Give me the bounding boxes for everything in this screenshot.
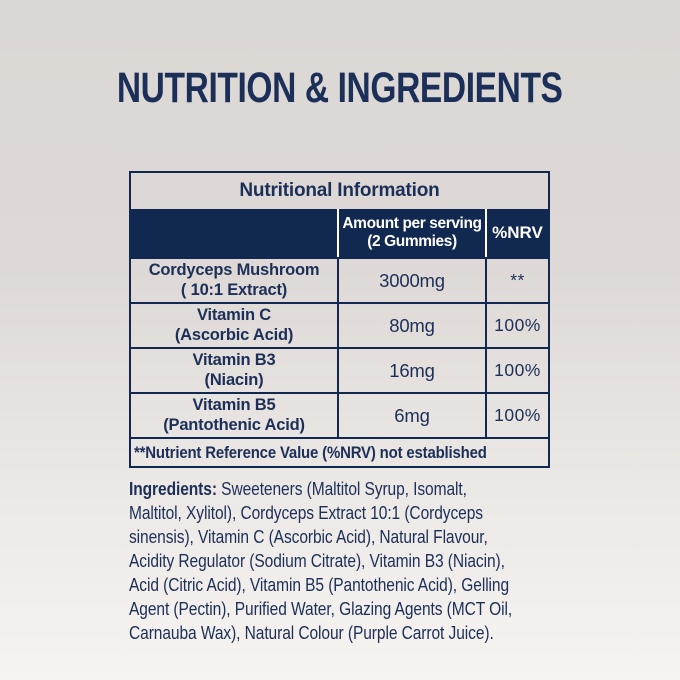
cell-nutrient-name: Vitamin B5 (Pantothenic Acid) xyxy=(131,394,339,437)
ingredients-line: Acidity Regulator (Sodium Citrate), Vita… xyxy=(129,550,505,571)
cell-nrv: 100% xyxy=(494,405,541,425)
cell-nutrient-name: Vitamin C (Ascorbic Acid) xyxy=(131,304,339,347)
ingredients-label: Ingredients: xyxy=(129,478,217,499)
nutrient-line1: Vitamin B5 xyxy=(192,396,276,415)
table-row: Vitamin C (Ascorbic Acid) 80mg 100% xyxy=(131,302,548,347)
table-row: Vitamin B3 (Niacin) 16mg 100% xyxy=(131,347,548,392)
nutrient-line2: ( 10:1 Extract) xyxy=(180,280,288,299)
header-amount-line1: Amount per serving xyxy=(342,214,482,232)
header-cell-amount: Amount per serving (2 Gummies) xyxy=(339,209,487,257)
ingredients-line: Acid (Citric Acid), Vitamin B5 (Pantothe… xyxy=(129,574,510,595)
footnote-text: **Nutrient Reference Value (%NRV) not es… xyxy=(134,442,487,462)
nutrient-line1: Cordyceps Mushroom xyxy=(148,261,320,280)
table-header-row: Amount per serving (2 Gummies) %NRV xyxy=(131,209,548,257)
nutrient-line1: Vitamin B3 xyxy=(192,351,276,370)
cell-nrv: 100% xyxy=(494,360,541,380)
nutrition-table: Nutritional Information Amount per servi… xyxy=(129,171,550,468)
ingredients-line: Maltitol, Xylitol), Cordyceps Extract 10… xyxy=(129,502,483,523)
nutrient-line2: (Ascorbic Acid) xyxy=(174,325,294,344)
ingredients-line-text: Sweeteners (Maltitol Syrup, Isomalt, xyxy=(216,478,467,499)
cell-nrv: ** xyxy=(510,270,525,290)
cell-nrv: 100% xyxy=(494,315,541,335)
cell-nutrient-name: Cordyceps Mushroom ( 10:1 Extract) xyxy=(131,259,339,302)
table-row: Vitamin B5 (Pantothenic Acid) 6mg 100% xyxy=(131,392,548,437)
cell-amount: 3000mg xyxy=(339,259,487,302)
table-title: Nutritional Information xyxy=(239,180,440,201)
ingredients-line: Agent (Pectin), Purified Water, Glazing … xyxy=(129,598,513,619)
page-title: NUTRITION & INGREDIENTS xyxy=(0,64,680,113)
page-title-text: NUTRITION & INGREDIENTS xyxy=(117,64,563,112)
cell-nutrient-name: Vitamin B3 (Niacin) xyxy=(131,349,339,392)
ingredients-paragraph: Ingredients: Sweeteners (Maltitol Syrup,… xyxy=(129,477,549,645)
nutrient-line1: Vitamin C xyxy=(197,306,271,325)
ingredients-line: Ingredients: Sweeteners (Maltitol Syrup,… xyxy=(129,477,549,501)
ingredients-line: Carnauba Wax), Natural Colour (Purple Ca… xyxy=(129,622,494,643)
nutrient-line2: (Pantothenic Acid) xyxy=(163,415,305,434)
nutrient-line2: (Niacin) xyxy=(204,370,264,389)
ingredients-line: sinensis), Vitamin C (Ascorbic Acid), Na… xyxy=(129,526,488,547)
table-footnote: **Nutrient Reference Value (%NRV) not es… xyxy=(131,437,548,466)
cell-amount: 6mg xyxy=(339,394,487,437)
cell-amount: 80mg xyxy=(339,304,487,347)
cell-amount: 16mg xyxy=(339,349,487,392)
header-amount-line2: (2 Gummies) xyxy=(367,233,457,250)
header-cell-nrv: %NRV xyxy=(492,223,543,242)
table-row: Cordyceps Mushroom ( 10:1 Extract) 3000m… xyxy=(131,257,548,302)
header-cell-nutrient xyxy=(131,209,339,257)
